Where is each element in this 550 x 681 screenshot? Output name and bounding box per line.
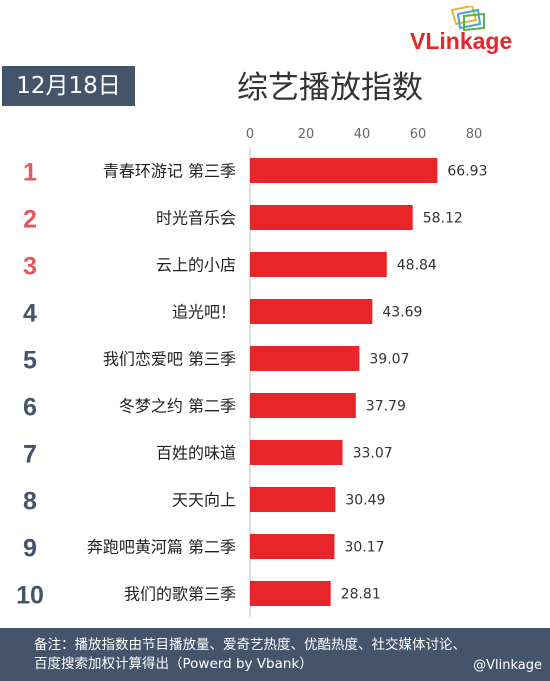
category-label: 我们恋爱吧 第三季 (103, 350, 236, 369)
rank-number: 5 (23, 347, 37, 375)
footer-line-1: 备注：播放指数由节目播放量、爱奇艺热度、优酷热度、社交媒体讨论、 (34, 637, 466, 653)
rank-number: 1 (23, 159, 37, 187)
x-tick-label: 60 (410, 127, 427, 142)
x-tick-label: 80 (466, 127, 483, 142)
x-tick-label: 20 (298, 127, 315, 142)
category-label: 天天向上 (172, 491, 236, 510)
rank-number: 8 (23, 488, 37, 516)
value-label: 37.79 (366, 399, 406, 415)
rank-number: 2 (23, 206, 37, 234)
value-bar (250, 534, 335, 559)
rank-number: 10 (16, 582, 44, 610)
value-bar (250, 440, 343, 465)
rank-number: 7 (23, 441, 37, 469)
value-label: 66.93 (447, 164, 487, 180)
x-tick-label: 0 (246, 127, 254, 142)
category-label: 冬梦之约 第二季 (119, 397, 236, 416)
vlinkage-logo: VLinkage (408, 6, 548, 56)
value-label: 39.07 (369, 352, 409, 368)
value-bar (250, 299, 373, 324)
value-bar (250, 393, 356, 418)
value-label: 43.69 (382, 305, 422, 321)
value-label: 33.07 (353, 446, 393, 462)
logo-text: VLinkage (410, 28, 513, 54)
rank-number: 4 (23, 300, 37, 328)
date-badge: 12月18日 (2, 66, 135, 106)
category-label: 时光音乐会 (156, 209, 236, 228)
category-label: 云上的小店 (156, 256, 236, 275)
x-tick-label: 40 (354, 127, 371, 142)
weibo-watermark: @Vlinkage (473, 658, 542, 673)
bar-chart: 0 20 40 60 80 1 青春环游记 第三季 66.93 2 时光音乐会 58.12 3 云上的小… (16, 127, 487, 617)
category-label: 青春环游记 第三季 (103, 162, 236, 181)
value-bar (250, 252, 387, 277)
footer-line-2: 百度搜索加权计算得出（Powerd by Vbank） (34, 656, 313, 672)
rank-number: 3 (23, 253, 37, 281)
value-bar (250, 205, 413, 230)
category-label: 我们的歌第三季 (124, 585, 236, 604)
value-label: 30.49 (345, 493, 385, 509)
category-label: 奔跑吧黄河篇 第二季 (87, 538, 236, 557)
value-bar (250, 158, 438, 183)
value-bar (250, 346, 360, 371)
category-label: 追光吧！ (172, 303, 236, 322)
value-bar (250, 487, 336, 512)
logo-frames-icon (450, 6, 485, 32)
value-bar (250, 581, 331, 606)
value-label: 28.81 (341, 587, 381, 603)
value-label: 58.12 (423, 211, 463, 227)
footer-note: 备注：播放指数由节目播放量、爱奇艺热度、优酷热度、社交媒体讨论、 百度搜索加权计… (0, 628, 550, 681)
rank-number: 9 (23, 535, 37, 563)
category-label: 百姓的味道 (156, 444, 236, 463)
value-label: 48.84 (397, 258, 437, 274)
page-title: 综艺播放指数 (237, 70, 423, 106)
rank-number: 6 (23, 394, 37, 422)
value-label: 30.17 (344, 540, 384, 556)
